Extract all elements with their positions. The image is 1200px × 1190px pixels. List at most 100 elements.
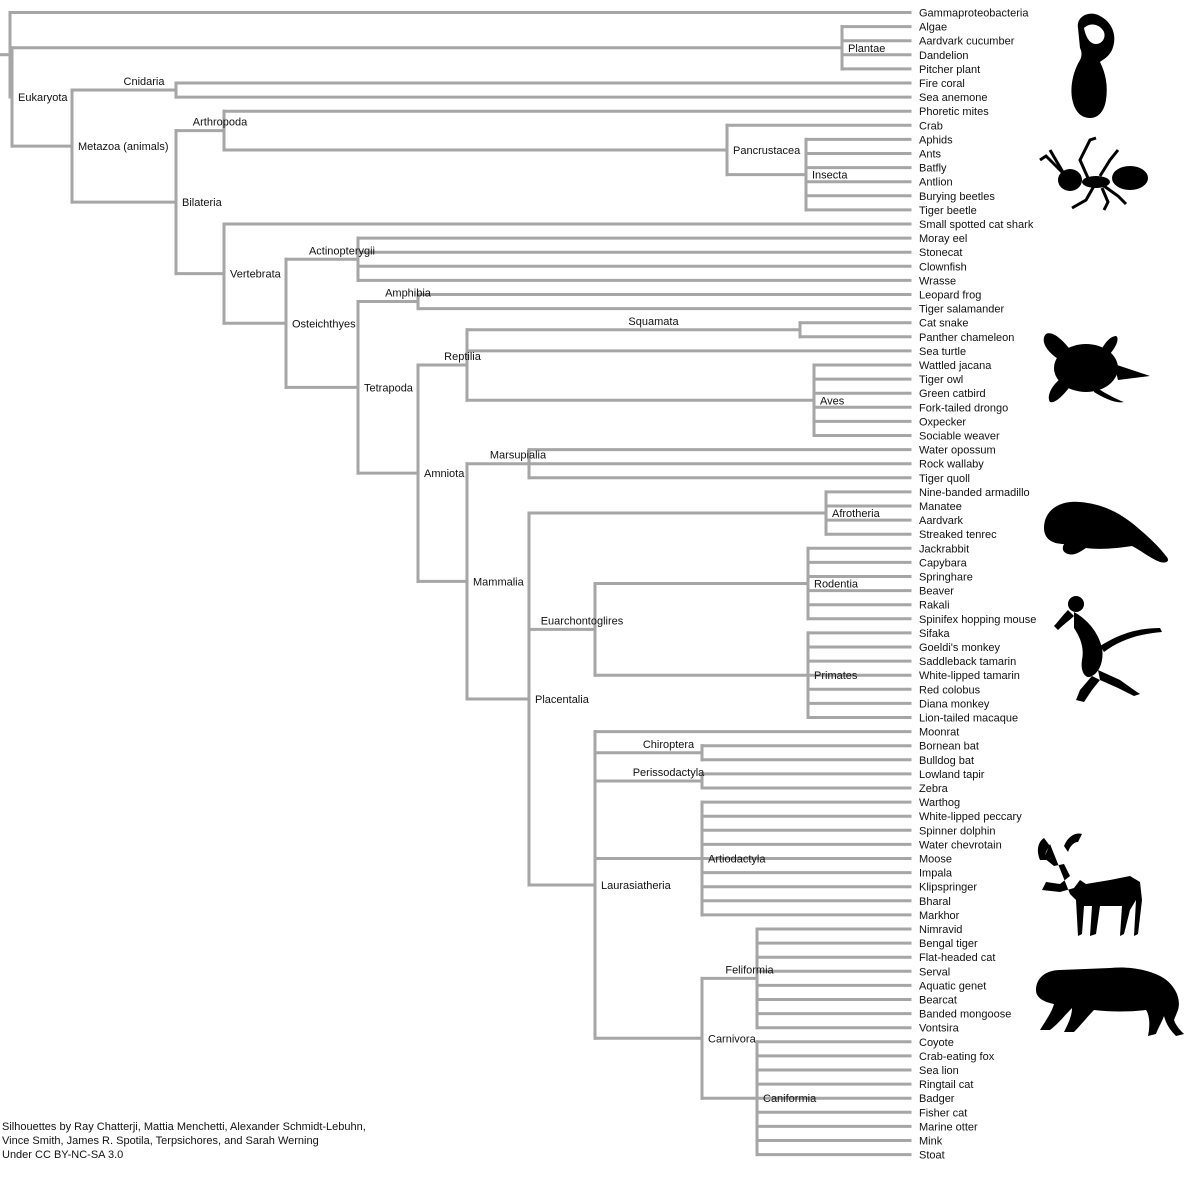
- leaf-label: Rock wallaby: [919, 459, 984, 471]
- leaf-label: Moose: [919, 854, 952, 866]
- clade-label: Vertebrata: [230, 269, 282, 281]
- leaf-label: Oxpecker: [919, 416, 966, 428]
- leaf-label: Vontsira: [919, 1023, 960, 1035]
- leaf-label: Ringtail cat: [919, 1079, 973, 1091]
- leaf-label: Manatee: [919, 501, 962, 513]
- clade-label: Perissodactyla: [633, 767, 705, 779]
- pitcher-plant-icon: [1071, 13, 1115, 118]
- leaf-label: Spinner dolphin: [919, 825, 995, 837]
- leaf-label: Klipspringer: [919, 882, 977, 894]
- clade-label: Carnivora: [708, 1033, 757, 1045]
- clade-label: Mammalia: [473, 576, 525, 588]
- clade-label: Actinopterygii: [309, 245, 375, 257]
- leaf-label: Ants: [919, 149, 942, 161]
- clade-label: Afrotheria: [832, 508, 881, 520]
- leaf-label: Water chevrotain: [919, 839, 1002, 851]
- clade-label: Osteichthyes: [292, 318, 356, 330]
- tree-labels: Gammaproteobacteria Algae Aardvark cucumbe…: [18, 8, 1036, 1162]
- leaf-label: Serval: [919, 966, 950, 978]
- leaf-label: Sociable weaver: [919, 431, 1000, 443]
- leaf-label: Warthog: [919, 797, 960, 809]
- leaf-label: Algae: [919, 22, 947, 34]
- sea-turtle-icon: [1043, 333, 1150, 403]
- leaf-label: Gammaproteobacteria: [919, 8, 1029, 20]
- leaf-label: Bulldog bat: [919, 755, 974, 767]
- leaf-label: Tiger owl: [919, 374, 963, 386]
- leaf-label: Lion-tailed macaque: [919, 713, 1018, 725]
- leaf-label: Tiger salamander: [919, 304, 1005, 316]
- clade-label: Rodentia: [814, 579, 859, 591]
- leaf-label: Bengal tiger: [919, 938, 978, 950]
- leaf-label: Springhare: [919, 572, 973, 584]
- clade-label: Metazoa (animals): [78, 141, 168, 153]
- manatee-icon: [1044, 501, 1168, 563]
- leaf-label: Sea anemone: [919, 92, 988, 104]
- leaf-label: Clownfish: [919, 261, 967, 273]
- leaf-label: Badger: [919, 1093, 955, 1105]
- clade-label: Caniformia: [763, 1093, 817, 1105]
- leaf-label: Batfly: [919, 163, 947, 175]
- clade-label: Cnidaria: [124, 76, 166, 88]
- credits-license: Under CC BY-NC-SA 3.0: [2, 1149, 124, 1161]
- leaf-label: Banded mongoose: [919, 1009, 1011, 1021]
- leaf-label: Wrasse: [919, 275, 956, 287]
- moose-icon: [1037, 833, 1142, 936]
- leaf-label: Sea lion: [919, 1065, 959, 1077]
- leaf-label: Flat-headed cat: [919, 952, 995, 964]
- leaf-label: Marine otter: [919, 1121, 978, 1133]
- leaf-label: Bornean bat: [919, 741, 979, 753]
- leaf-label: Green catbird: [919, 388, 986, 400]
- clade-label: Bilateria: [182, 197, 223, 209]
- silhouettes: [1036, 13, 1184, 1036]
- clade-label: Reptilia: [444, 351, 482, 363]
- leaf-label: Zebra: [919, 783, 949, 795]
- leaf-label: Aardvark: [919, 515, 964, 527]
- credits: Silhouettes by Ray Chatterji, Mattia Men…: [2, 1120, 374, 1162]
- leaf-label: Capybara: [919, 557, 968, 569]
- leaf-label: Moonrat: [919, 727, 959, 739]
- tiger-icon: [1036, 967, 1184, 1036]
- leaf-label: Cat snake: [919, 318, 969, 330]
- leaf-label: Coyote: [919, 1037, 954, 1049]
- leaf-label: Spinifex hopping mouse: [919, 614, 1036, 626]
- credits-authors: Silhouettes by Ray Chatterji, Mattia Men…: [2, 1121, 366, 1147]
- clade-label: Tetrapoda: [364, 382, 414, 394]
- leaf-label: Markhor: [919, 910, 960, 922]
- leaf-label: Antlion: [919, 177, 953, 189]
- leaf-label: Moray eel: [919, 233, 967, 245]
- clade-label: Amniota: [424, 468, 465, 480]
- leaf-label: Aquatic genet: [919, 980, 986, 992]
- leaf-label: Fire coral: [919, 78, 965, 90]
- leaf-label: Leopard frog: [919, 290, 981, 302]
- leaf-label: Sea turtle: [919, 346, 966, 358]
- leaf-label: Crab-eating fox: [919, 1051, 995, 1063]
- leaf-label: White-lipped peccary: [919, 811, 1022, 823]
- leaf-label: Burying beetles: [919, 191, 995, 203]
- clade-label: Euarchontoglires: [541, 615, 624, 627]
- leaf-label: Rakali: [919, 600, 950, 612]
- clade-label: Marsupialia: [490, 450, 547, 462]
- leaf-label: White-lipped tamarin: [919, 670, 1020, 682]
- leaf-label: Goeldi's monkey: [919, 642, 1000, 654]
- leaf-label: Water opossum: [919, 445, 996, 457]
- leaf-label: Red colobus: [919, 684, 981, 696]
- leaf-label: Phoretic mites: [919, 106, 989, 118]
- clade-label: Arthropoda: [193, 117, 248, 129]
- tree-branches: [0, 11, 912, 1157]
- clade-label: Aves: [820, 395, 845, 407]
- leaf-label: Bearcat: [919, 995, 957, 1007]
- leaf-label: Fisher cat: [919, 1107, 967, 1119]
- leaf-label: Beaver: [919, 586, 954, 598]
- leaf-label: Wattled jacana: [919, 360, 992, 372]
- clade-label: Squamata: [628, 316, 679, 328]
- leaf-label: Fork-tailed drongo: [919, 402, 1008, 414]
- leaf-label: Nine-banded armadillo: [919, 487, 1030, 499]
- leaf-label: Diana monkey: [919, 698, 990, 710]
- clade-label: Insecta: [812, 170, 848, 182]
- leaf-label: Sifaka: [919, 628, 950, 640]
- leaf-label: Pitcher plant: [919, 64, 980, 76]
- leaf-label: Mink: [919, 1136, 943, 1148]
- ant-icon: [1039, 136, 1148, 211]
- leaf-label: Streaked tenrec: [919, 529, 997, 541]
